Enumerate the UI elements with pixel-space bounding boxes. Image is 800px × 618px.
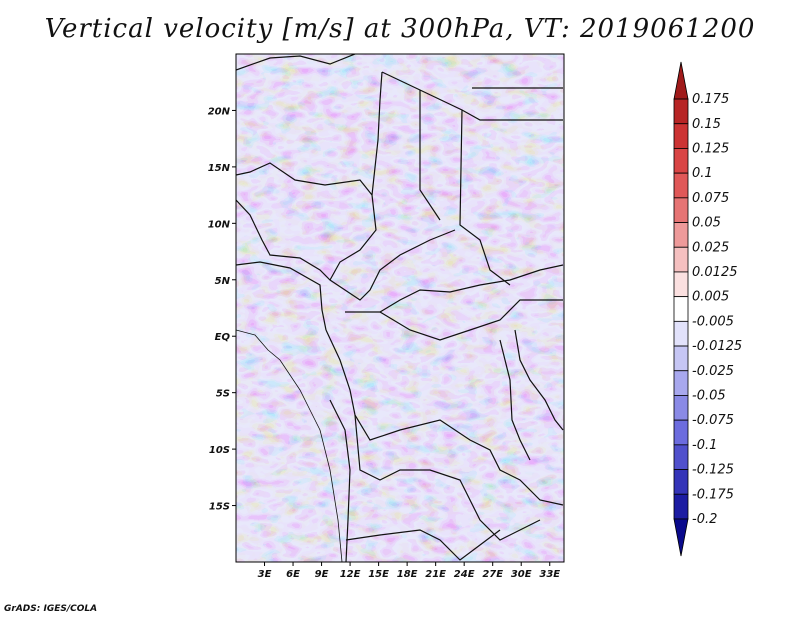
colorbar-swatch (673, 148, 689, 174)
lon-tick-label: 12E (340, 569, 361, 580)
colorbar-label: 0.025 (692, 240, 729, 255)
lon-tick-label: 3E (258, 569, 272, 580)
colorbar-label: 0.1 (692, 166, 713, 181)
colorbar-label: -0.175 (692, 487, 734, 502)
map-title: Vertical velocity [m/s] at 300hPa, VT: 2… (44, 14, 756, 44)
colorbar-label: 0.005 (692, 290, 729, 305)
colorbar-label: -0.005 (692, 314, 734, 329)
lon-tick-label: 21E (425, 569, 446, 580)
colorbar-swatch (673, 222, 689, 248)
colorbar-label: 0.0125 (692, 265, 738, 280)
colorbar-swatch (673, 370, 689, 396)
vertical-velocity-field (236, 54, 564, 562)
lon-tick-label: 27E (482, 569, 503, 580)
lat-tick-label: 15N (208, 163, 231, 174)
colorbar-swatch (673, 172, 689, 199)
latitude-ticks: 20N 15N 10N 5N EQ 5S 10S 15S (208, 106, 236, 513)
colorbar-swatch (673, 395, 689, 421)
colorbar-swatch (673, 123, 689, 149)
colorbar-label: 0.125 (692, 141, 729, 156)
colorbar-label: -0.2 (692, 512, 717, 527)
colorbar-label: 0.15 (692, 117, 721, 132)
colorbar-label: 0.075 (692, 191, 729, 206)
colorbar-swatch (673, 296, 689, 322)
lat-tick-label: 10S (209, 445, 230, 456)
lat-tick-label: 5S (216, 389, 230, 400)
lon-tick-label: 9E (315, 569, 329, 580)
colorbar-swatch (673, 419, 689, 446)
colorbar-swatch (673, 345, 689, 372)
colorbar-swatch (673, 320, 689, 347)
lat-tick-label: 20N (208, 106, 231, 117)
map-frame (235, 53, 565, 563)
colorbar-swatch (673, 61, 689, 100)
lon-tick-label: 15E (368, 569, 389, 580)
colorbar-label: -0.05 (692, 388, 726, 403)
colorbar-swatch (673, 518, 689, 557)
lat-tick-label: EQ (215, 332, 231, 343)
colorbar-swatch (673, 98, 689, 125)
colorbar-swatch (673, 246, 689, 273)
colorbar-label: 0.05 (692, 216, 721, 231)
lat-tick-label: 5N (215, 276, 231, 287)
colorbar-label: -0.075 (692, 413, 734, 428)
colorbar-label: -0.125 (692, 463, 734, 478)
lon-tick-label: 30E (511, 569, 532, 580)
lon-tick-label: 24E (454, 569, 475, 580)
colorbar-label: -0.025 (692, 364, 734, 379)
colorbar-swatch (673, 469, 689, 495)
lon-tick-label: 18E (397, 569, 418, 580)
colorbar-swatch (673, 197, 689, 223)
colorbar-swatch (673, 271, 689, 298)
colorbar-label: -0.1 (692, 438, 717, 453)
colorbar: 0.175 0.15 0.125 0.1 0.075 0.05 0.025 0.0125 0.0… (673, 61, 742, 557)
colorbar-swatch (673, 493, 689, 520)
colorbar-label: -0.0125 (692, 339, 742, 354)
longitude-ticks: 3E 6E 9E 12E 15E 18E 21E 24E 27E 30E 33E (258, 562, 560, 580)
colorbar-label: 0.175 (692, 92, 729, 107)
credit-label: GrADS: IGES/COLA (4, 604, 98, 614)
lat-tick-label: 15S (209, 502, 230, 513)
lat-tick-label: 10N (208, 219, 231, 230)
lon-tick-label: 33E (539, 569, 560, 580)
country-boundaries (236, 54, 564, 562)
colorbar-swatch (673, 444, 689, 470)
lon-tick-label: 6E (286, 569, 300, 580)
